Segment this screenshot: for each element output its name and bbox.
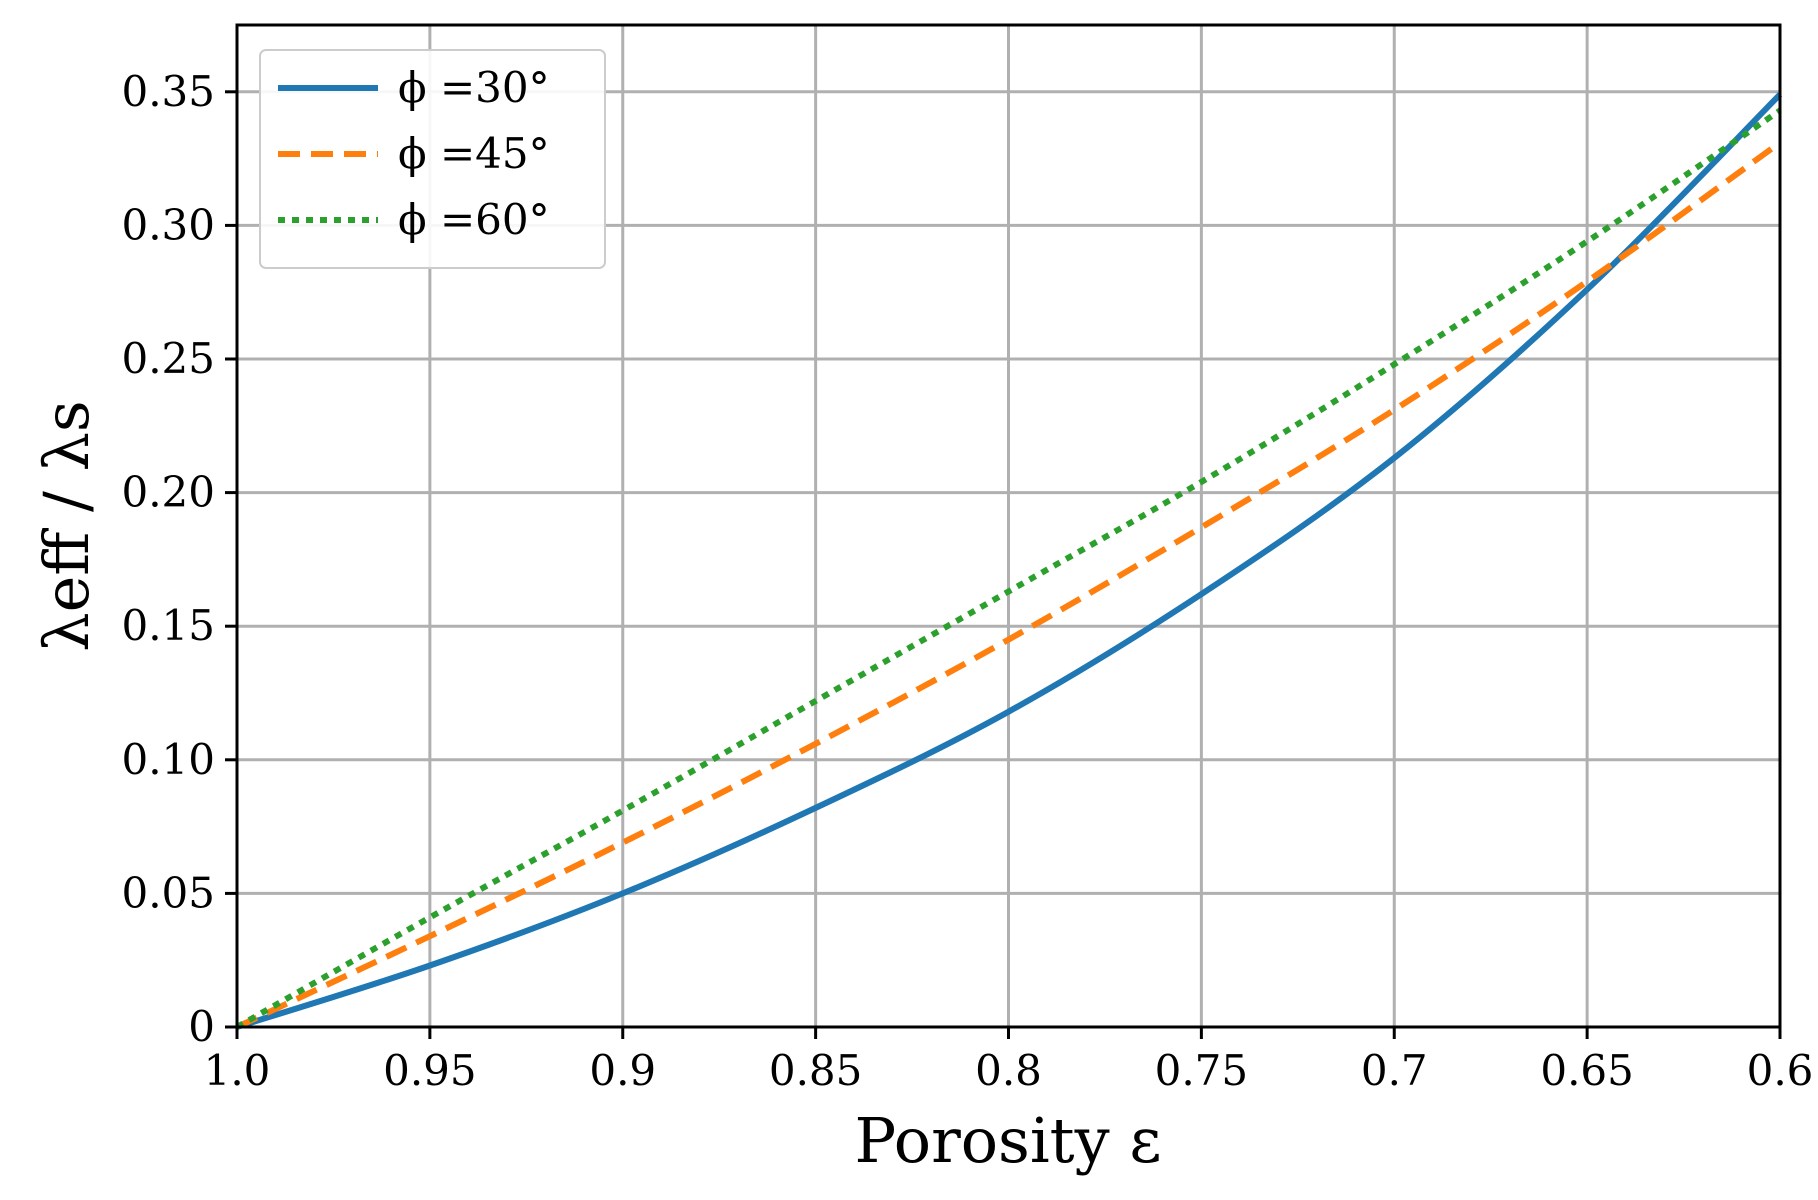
tick-labels: 1.0 0.95 0.9 0.85 0.8 0.75 0.7 0.65 0.6 0 0.05 0.10… bbox=[121, 67, 1813, 1095]
legend-label-1: ϕ =30° bbox=[398, 63, 550, 112]
series-layer bbox=[235, 92, 1783, 1030]
y-tick-label: 0.35 bbox=[121, 67, 215, 116]
x-tick-label: 0.8 bbox=[975, 1046, 1042, 1095]
ticks bbox=[225, 90, 1782, 1039]
x-tick-label: 1.0 bbox=[204, 1046, 271, 1095]
series-line-2 bbox=[235, 140, 1782, 1030]
y-tick-label: 0.15 bbox=[121, 601, 215, 650]
x-tick-label: 0.7 bbox=[1361, 1046, 1428, 1095]
y-tick-label: 0.20 bbox=[121, 468, 215, 517]
legend-box bbox=[259, 49, 606, 269]
y-tick-label: 0 bbox=[188, 1002, 215, 1051]
x-tick-label: 0.9 bbox=[589, 1046, 656, 1095]
y-axis-title: λeff / λs bbox=[30, 400, 103, 651]
x-tick-label: 0.85 bbox=[769, 1046, 863, 1095]
x-tick-label: 0.95 bbox=[383, 1046, 477, 1095]
y-tick-label: 0.25 bbox=[121, 334, 215, 383]
x-tick-label: 0.75 bbox=[1155, 1046, 1249, 1095]
y-tick-label: 0.10 bbox=[121, 735, 215, 784]
x-axis-title: Porosity ε bbox=[855, 1104, 1162, 1177]
x-tick-label: 0.65 bbox=[1540, 1046, 1634, 1095]
legend-label-2: ϕ =45° bbox=[398, 129, 550, 178]
legend-label-3: ϕ =60° bbox=[398, 195, 550, 244]
x-tick-label: 0.6 bbox=[1747, 1046, 1814, 1095]
series-line-1 bbox=[236, 92, 1783, 1030]
legend: ϕ =30° ϕ =45° ϕ =60° bbox=[259, 49, 606, 269]
series-line-3 bbox=[235, 108, 1782, 1030]
y-tick-label: 0.30 bbox=[121, 200, 215, 249]
y-tick-label: 0.05 bbox=[121, 868, 215, 917]
